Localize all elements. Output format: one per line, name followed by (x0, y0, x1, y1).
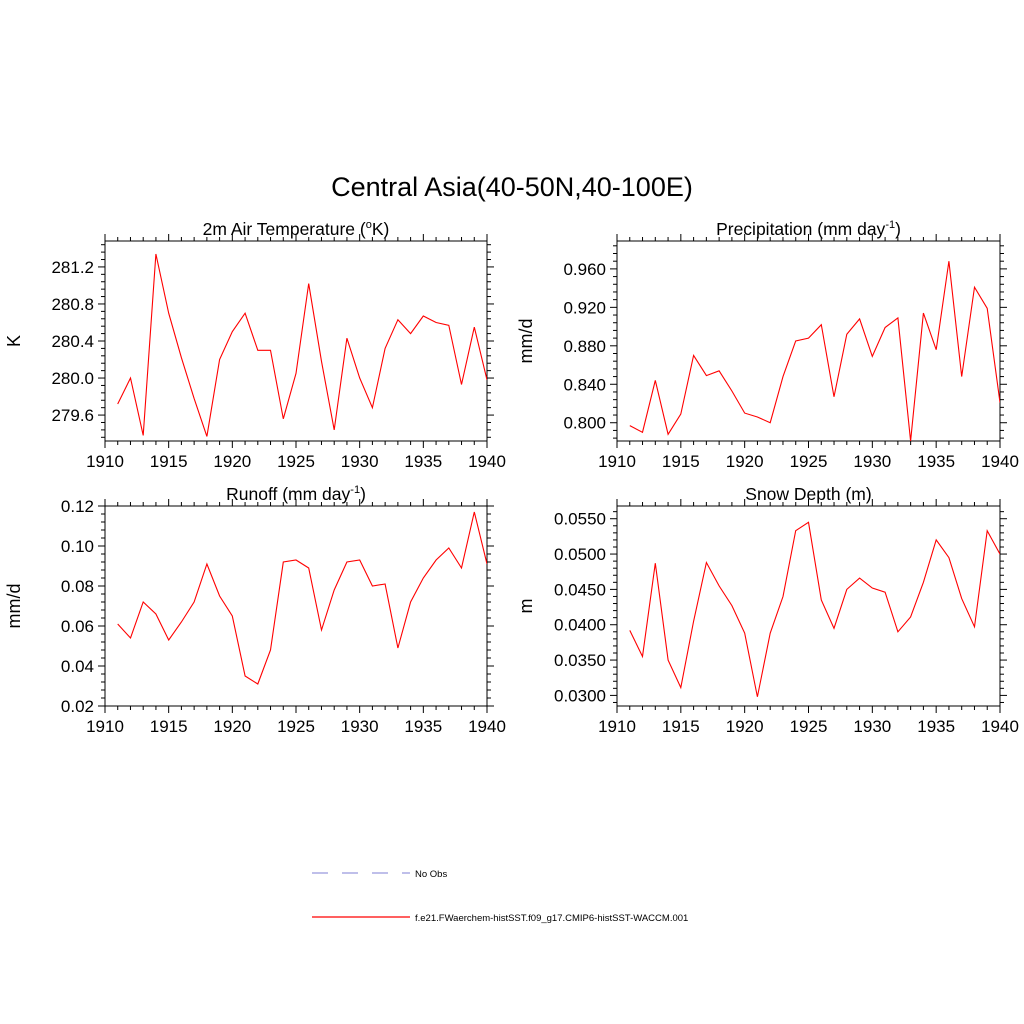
y-tick-label: 280.8 (51, 295, 94, 314)
y-axis-label-precipitation: mm/d (516, 319, 536, 364)
x-tick-label: 1935 (917, 717, 955, 736)
plot-frame (104, 240, 488, 442)
series-line-precipitation (629, 261, 1000, 441)
y-tick-label: 280.0 (51, 369, 94, 388)
y-tick-label: 0.800 (563, 414, 606, 433)
y-tick-label: 0.12 (61, 497, 94, 516)
legend: No Obs f.e21.FWaerchem-histSST.f09_g17.C… (312, 869, 688, 924)
y-tick-label: 281.2 (51, 258, 94, 277)
x-tick-label: 1940 (981, 717, 1019, 736)
y-tick-label: 0.0550 (554, 510, 606, 529)
x-tick-label: 1930 (341, 717, 379, 736)
y-tick-label: 0.0350 (554, 651, 606, 670)
x-tick-label: 1925 (790, 452, 828, 471)
y-axis-label-snow-depth: m (516, 599, 536, 614)
panel-title-runoff: Runoff (mm day-1) (226, 484, 366, 504)
y-tick-label: 0.960 (563, 260, 606, 279)
x-tick-label: 1915 (662, 717, 700, 736)
x-tick-label: 1915 (150, 717, 188, 736)
x-tick-label: 1910 (86, 452, 124, 471)
series-line-runoff (117, 511, 487, 685)
y-tick-label: 0.06 (61, 617, 94, 636)
panels: 2m Air Temperature (oK) K 1910 1915 1920 1925… (4, 219, 1019, 736)
y-tick-label: 0.10 (61, 537, 94, 556)
x-tick-label: 1920 (726, 717, 764, 736)
y-tick-label: 0.0400 (554, 616, 606, 635)
y-tick-label: 0.02 (61, 697, 94, 716)
panel-title-precipitation: Precipitation (mm day-1) (716, 219, 901, 239)
x-tick-label: 1940 (468, 452, 506, 471)
x-tick-label: 1925 (277, 717, 315, 736)
plot-frame (616, 240, 1001, 442)
x-tick-label: 1920 (213, 717, 251, 736)
y-tick-label: 0.0450 (554, 580, 606, 599)
y-tick-label: 0.08 (61, 577, 94, 596)
series-line-snow-depth (629, 521, 1000, 697)
plot-frame (616, 505, 1001, 707)
y-axis-label-runoff: mm/d (4, 584, 24, 629)
x-tick-label: 1910 (86, 717, 124, 736)
x-tick-label: 1920 (213, 452, 251, 471)
x-tick-label: 1910 (598, 452, 636, 471)
legend-label-model: f.e21.FWaerchem-histSST.f09_g17.CMIP6-hi… (415, 913, 688, 924)
x-tick-label: 1930 (853, 452, 891, 471)
x-tick-label: 1940 (981, 452, 1019, 471)
x-tick-label: 1935 (404, 717, 442, 736)
x-tick-label: 1915 (150, 452, 188, 471)
plot-frame (104, 505, 488, 707)
y-tick-label: 0.0300 (554, 686, 606, 705)
y-tick-label: 0.840 (563, 375, 606, 394)
x-tick-label: 1915 (662, 452, 700, 471)
x-tick-label: 1920 (726, 452, 764, 471)
panel-title-snow-depth: Snow Depth (m) (745, 484, 871, 504)
series-line-temperature (117, 253, 487, 437)
x-tick-label: 1930 (853, 717, 891, 736)
x-tick-label: 1935 (917, 452, 955, 471)
main-title: Central Asia(40-50N,40-100E) (331, 172, 693, 202)
panel-precipitation: Precipitation (mm day-1) mm/d 1910 1915 1920… (516, 219, 1019, 471)
y-tick-label: 0.04 (61, 657, 94, 676)
y-tick-label: 280.4 (51, 332, 94, 351)
y-axis-label-temperature: K (4, 335, 24, 347)
x-tick-label: 1930 (341, 452, 379, 471)
x-tick-label: 1935 (404, 452, 442, 471)
y-tick-label: 0.920 (563, 298, 606, 317)
panel-title-temperature: 2m Air Temperature (oK) (203, 219, 390, 239)
x-tick-label: 1940 (468, 717, 506, 736)
legend-label-no-obs: No Obs (415, 869, 447, 880)
x-tick-label: 1925 (790, 717, 828, 736)
y-tick-label: 279.6 (51, 406, 94, 425)
x-tick-label: 1925 (277, 452, 315, 471)
y-tick-label: 0.880 (563, 337, 606, 356)
panel-temperature: 2m Air Temperature (oK) K 1910 1915 1920 1925… (4, 219, 506, 471)
panel-runoff: Runoff (mm day-1) mm/d 1910 1915 1920 1925 193… (4, 484, 506, 736)
x-tick-label: 1910 (598, 717, 636, 736)
panel-snow-depth: Snow Depth (m) m 1910 1915 1920 1925 1930 1935 1… (516, 484, 1019, 736)
y-tick-label: 0.0500 (554, 545, 606, 564)
